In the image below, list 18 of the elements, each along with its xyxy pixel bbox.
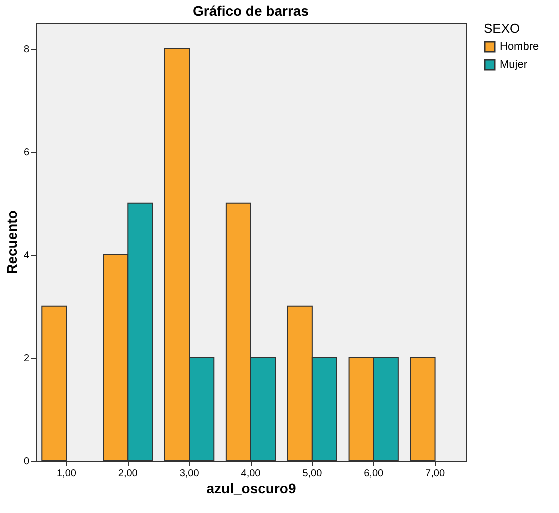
x-tick-label: 7,00: [426, 468, 446, 480]
x-tick-label: 2,00: [118, 468, 138, 480]
x-tick-label: 6,00: [364, 468, 384, 480]
y-tick-label: 2: [24, 353, 30, 364]
x-tick-label: 1,00: [56, 468, 77, 480]
x-tick-label: 3,00: [180, 468, 200, 480]
x-axis-title: azul_oscuro9: [206, 480, 296, 496]
y-tick-label: 8: [24, 44, 30, 56]
y-tick-label: 4: [24, 250, 30, 262]
y-tick-label: 0: [24, 456, 30, 468]
legend-label: Mujer: [500, 59, 528, 71]
y-tick-label: 6: [24, 147, 30, 158]
x-tick-label: 4,00: [241, 468, 262, 480]
x-tick-label: 5,00: [302, 468, 323, 480]
legend-label: Hombre: [500, 41, 540, 53]
chart-title: Gráfico de barras: [193, 3, 310, 19]
legend-title: SEXO: [484, 21, 520, 36]
y-axis-title: Recuento: [4, 210, 20, 274]
